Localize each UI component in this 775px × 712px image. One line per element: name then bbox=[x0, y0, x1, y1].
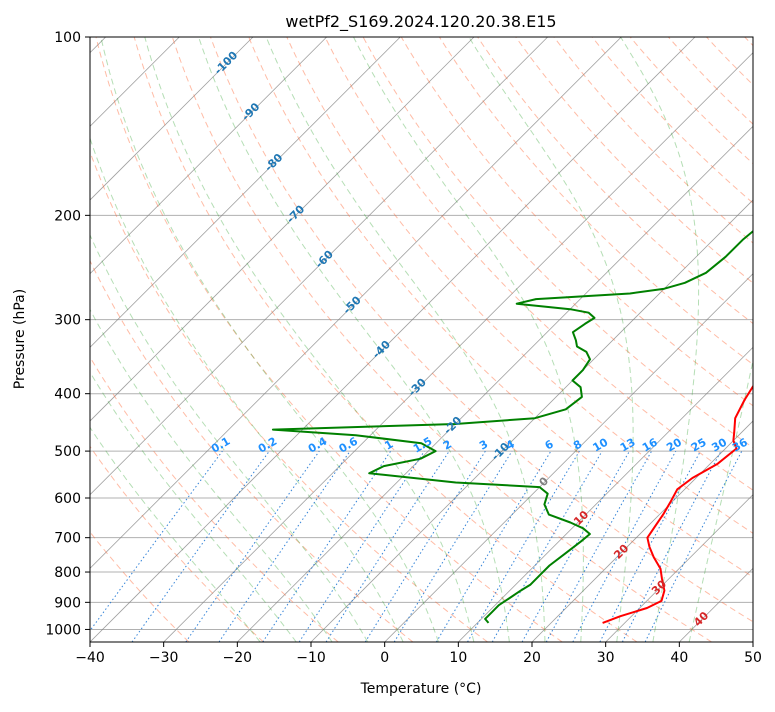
background-lines bbox=[0, 37, 775, 642]
moist-adiabat-line bbox=[4, 37, 332, 642]
x-tick-label: −40 bbox=[75, 650, 105, 666]
y-tick-label: 400 bbox=[54, 387, 81, 403]
x-tick-label: 50 bbox=[744, 650, 762, 666]
y-tick-label: 600 bbox=[54, 491, 81, 507]
x-axis: −40 −30 −20 −10 0 10 20 30 40 50 bbox=[75, 642, 762, 666]
profile-series bbox=[273, 37, 775, 623]
dry-adiabat-line bbox=[745, 37, 775, 642]
dry-adiabat-line bbox=[20, 37, 413, 642]
x-tick-label: −20 bbox=[223, 650, 253, 666]
y-tick-label: 300 bbox=[54, 313, 81, 329]
dry-adiabat-line bbox=[0, 37, 338, 642]
mixing-ratio-label: 8 bbox=[571, 438, 584, 453]
x-tick-label: 30 bbox=[597, 650, 615, 666]
mixing-ratio-line bbox=[299, 451, 424, 642]
moist-adiabat-line bbox=[101, 37, 439, 642]
isotherm-line bbox=[311, 37, 775, 642]
isotherm-line bbox=[90, 37, 695, 642]
isotherm-line bbox=[237, 37, 775, 642]
isotherm-label: -80 bbox=[262, 151, 285, 174]
mixing-ratio-line bbox=[219, 451, 350, 642]
dry-adiabat-line bbox=[0, 37, 189, 642]
moist-adiabat-line bbox=[32, 37, 367, 642]
dry-adiabat-line bbox=[668, 37, 775, 642]
moist-adiabat-line bbox=[469, 37, 633, 642]
isotherm-line bbox=[16, 37, 621, 642]
mixing-ratio-label: 0.6 bbox=[337, 434, 361, 455]
x-tick-label: −30 bbox=[149, 650, 179, 666]
mixing-ratio-label: 2 bbox=[441, 438, 454, 453]
mixing-ratio-label: 10 bbox=[591, 435, 611, 454]
mixing-ratio-line bbox=[546, 451, 651, 642]
isotherm-label: -60 bbox=[313, 248, 336, 271]
y-tick-label: 700 bbox=[54, 531, 81, 547]
moist-adiabat-line bbox=[689, 37, 775, 642]
isotherm-line bbox=[0, 37, 327, 642]
y-tick-label: 900 bbox=[54, 595, 81, 611]
isotherm-line bbox=[0, 37, 474, 642]
dry-adiabat-line bbox=[554, 37, 775, 642]
y-tick-label: 200 bbox=[54, 208, 81, 224]
y-axis-label: Pressure (hPa) bbox=[12, 289, 28, 389]
isotherm-line bbox=[679, 37, 775, 642]
dry-adiabat-line bbox=[58, 37, 488, 642]
dry-adiabat-line bbox=[0, 37, 264, 642]
isotherm-line bbox=[385, 37, 775, 642]
isotherm-line bbox=[0, 37, 253, 642]
mixing-ratio-label: 30 bbox=[709, 435, 729, 454]
mixing-ratio-label: 25 bbox=[689, 436, 709, 455]
x-tick-label: 40 bbox=[670, 650, 688, 666]
isotherm-label: 20 bbox=[611, 542, 631, 562]
mixing-ratio-line bbox=[263, 451, 391, 642]
y-tick-label: 800 bbox=[54, 565, 81, 581]
y-axis: 100 200 300 400 500 600 700 800 900 1000 bbox=[45, 30, 90, 638]
isotherm-label: 40 bbox=[691, 609, 711, 629]
mixing-ratio-label: 0.1 bbox=[209, 435, 232, 456]
dry-adiabat-line bbox=[134, 37, 637, 642]
dewpoint-line bbox=[273, 37, 775, 623]
mixing-ratio-line bbox=[82, 451, 223, 642]
mixing-ratio-line bbox=[436, 451, 551, 642]
moist-adiabat-line bbox=[64, 37, 403, 642]
isotherm-line bbox=[0, 37, 400, 642]
x-tick-label: 20 bbox=[523, 650, 541, 666]
isotherm-label: -20 bbox=[441, 414, 464, 437]
mixing-ratio-label: 20 bbox=[664, 435, 684, 454]
isotherm-line bbox=[0, 37, 548, 642]
x-axis-label: Temperature (°C) bbox=[360, 681, 482, 697]
mixing-ratio-label: 3 bbox=[477, 438, 490, 453]
isotherm-label: -90 bbox=[239, 100, 262, 123]
x-tick-label: 10 bbox=[449, 650, 467, 666]
x-tick-label: −10 bbox=[296, 650, 326, 666]
y-tick-label: 1000 bbox=[45, 622, 81, 638]
isotherm-label: -50 bbox=[341, 293, 364, 316]
isotherm-line bbox=[164, 37, 769, 642]
isotherm-label: -30 bbox=[406, 376, 429, 399]
y-tick-label: 500 bbox=[54, 444, 81, 460]
x-tick-label: 0 bbox=[380, 650, 389, 666]
moist-adiabat-line bbox=[0, 37, 260, 642]
mixing-ratio-label: 0.4 bbox=[306, 434, 330, 455]
mixing-ratio-label: 16 bbox=[640, 435, 660, 454]
isotherm-line bbox=[753, 37, 775, 642]
y-tick-label: 100 bbox=[54, 30, 81, 46]
dry-adiabat-line bbox=[707, 37, 775, 642]
dry-adiabat-line bbox=[516, 37, 775, 642]
chart-title: wetPf2_S169.2024.120.20.38.E15 bbox=[285, 12, 556, 32]
isotherm-label: 30 bbox=[649, 577, 669, 597]
mixing-ratio-label: 6 bbox=[543, 437, 556, 452]
